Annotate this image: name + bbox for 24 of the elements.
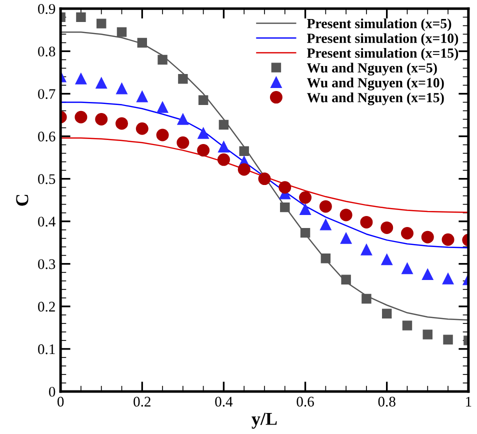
y-tick-label: 0.4 [38,216,56,227]
legend-label: Wu and Nguyen (x=15) [306,92,444,106]
legend-label: Present simulation (x=5) [306,18,452,32]
legend-label: Wu and Nguyen (x=10) [306,78,444,90]
y-tick-label: 0.9 [38,4,56,14]
x-tick-label: 0 [57,396,64,407]
y-tick-label: 0 [48,386,56,397]
y-tick-label: 0.1 [38,344,55,354]
y-tick-label: 0.3 [38,259,56,270]
legend-label: Present simulation (x=10) [306,33,458,46]
legend-label: Wu and Nguyen (x=5) [306,62,437,76]
y-axis-title: C [16,194,28,206]
y-tick-label: 0.2 [38,302,55,312]
x-tick-label: 0.6 [296,396,314,407]
y-tick-label: 0.5 [38,174,56,184]
x-tick-label: 0.8 [378,396,396,407]
legend-label: Present simulation (x=15) [306,48,458,61]
y-tick-label: 0.7 [38,89,56,100]
x-axis-title: y/L [252,412,277,429]
y-tick-label: 0.8 [38,46,56,56]
x-tick-label: 0.4 [215,396,233,407]
x-tick-label: 1 [466,396,472,406]
y-tick-label: 0.6 [38,132,56,142]
x-tick-label: 0.2 [134,396,150,407]
